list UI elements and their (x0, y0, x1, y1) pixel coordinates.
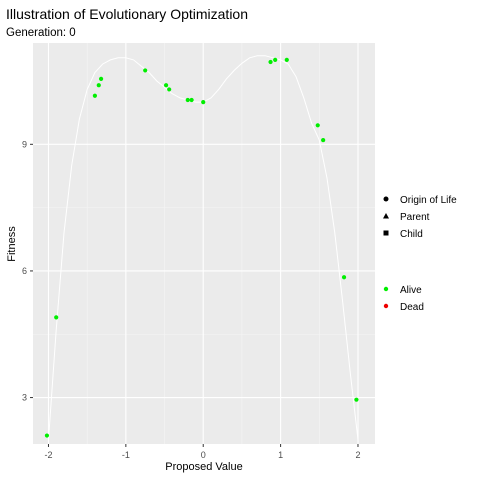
color-legend-label: Dead (400, 302, 424, 313)
y-axis: 3 6 9 (22, 139, 33, 403)
population-point (96, 83, 101, 88)
legend-key-square (383, 230, 389, 236)
x-tick-label: 1 (278, 450, 283, 460)
legend-key-color (383, 286, 389, 292)
population-point (268, 59, 273, 65)
plot-panel (33, 43, 375, 444)
y-tick-label: 9 (22, 139, 27, 149)
grid-lines (33, 43, 375, 444)
population-point (354, 397, 359, 402)
shape-legend: Origin of Life Parent Child (383, 195, 457, 240)
x-tick-label: 0 (201, 450, 206, 460)
population-point (92, 93, 98, 98)
population-points (44, 57, 359, 438)
population-point (98, 76, 104, 81)
legend-key-circle (383, 196, 389, 202)
population-point (54, 315, 59, 320)
population-point (273, 57, 278, 62)
population-point (284, 57, 289, 62)
y-tick-label: 3 (22, 393, 27, 403)
chart-subtitle: Generation: 0 (6, 27, 76, 39)
x-axis-label: Proposed Value (165, 461, 242, 473)
population-point (189, 97, 194, 103)
x-axis: -2 -1 0 1 2 (44, 444, 360, 460)
legend-key-triangle (383, 213, 389, 219)
x-tick-label: 2 (355, 450, 360, 460)
population-point (341, 275, 347, 280)
x-tick-label: -2 (44, 450, 52, 460)
population-point (321, 137, 326, 143)
y-tick-label: 6 (22, 266, 27, 276)
population-point (315, 123, 320, 128)
population-point (201, 99, 206, 105)
color-legend-label: Alive (400, 285, 422, 296)
population-point (167, 87, 172, 92)
shape-legend-label: Parent (400, 212, 430, 223)
color-legend: Alive Dead (383, 285, 424, 313)
x-tick-label: -1 (122, 450, 130, 460)
shape-legend-label: Origin of Life (400, 195, 457, 206)
y-axis-label: Fitness (6, 226, 18, 262)
chart-title: Illustration of Evolutionary Optimizatio… (6, 6, 248, 22)
population-point (143, 68, 148, 73)
population-point (185, 97, 190, 103)
population-point (163, 83, 169, 88)
shape-legend-label: Child (400, 229, 423, 240)
legend-key-color (383, 303, 389, 309)
population-point (44, 433, 50, 438)
